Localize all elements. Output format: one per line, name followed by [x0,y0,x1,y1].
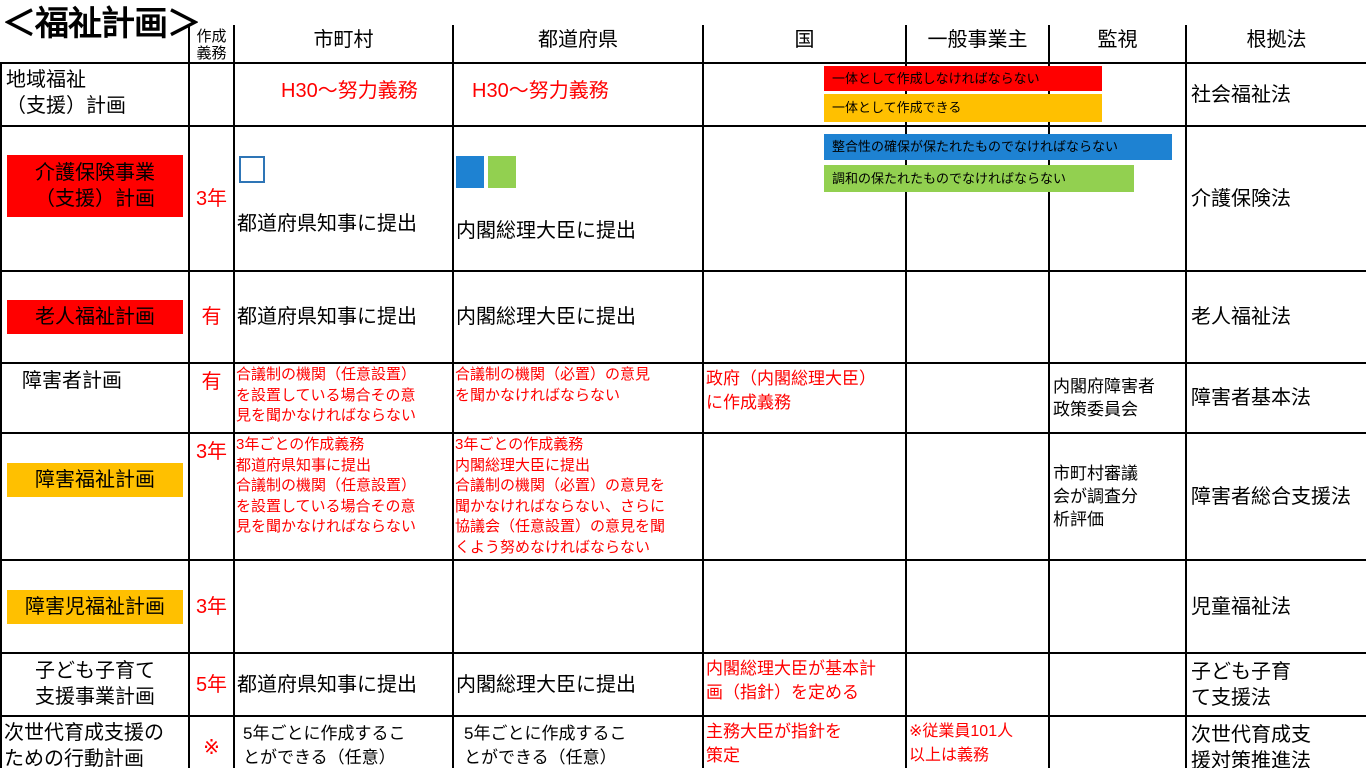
row-kodomo-kosodate: 子ども子育て 支援事業計画 5年 都道府県知事に提出 内閣総理大臣に提出 内閣総… [0,652,1366,717]
nation-cell [702,559,907,654]
row-chiiki-fukushi: 地域福祉 （支援）計画 H30～努力義務 H30～努力義務 社会福祉法 [0,62,1366,127]
law-cell: 子ども子育 て支援法 [1185,652,1366,717]
municipality-cell: H30～努力義務 [233,62,454,127]
municipality-cell: 都道府県知事に提出 [233,125,454,272]
row-label: 障害福祉計画 [0,432,190,561]
law-cell: 障害者基本法 [1185,362,1366,434]
municipality-cell: 合議制の機関（任意設置） を設置している場合その意 見を聞かなければならない [233,362,454,434]
welfare-plan-table: 作成 義務 市町村 都道府県 国 一般事業主 監視 根拠法 地域福祉 （支援）計… [0,25,1366,768]
nation-cell [702,270,907,364]
law-cell: 障害者総合支援法 [1185,432,1366,561]
monitor-cell [1048,270,1187,364]
prefecture-text: 内閣総理大臣に提出 [456,220,636,242]
municipality-cell: 3年ごとの作成義務 都道府県知事に提出 合議制の機関（任意設置） を設置している… [233,432,454,561]
prefecture-cell: 内閣総理大臣に提出 [452,125,704,272]
law-cell: 老人福祉法 [1185,270,1366,364]
law-cell: 社会福祉法 [1185,62,1366,127]
duty-cell: 3年 [188,559,235,654]
municipality-text: 都道府県知事に提出 [237,213,417,235]
header-nation: 国 [702,25,907,64]
orange-highlight-label: 障害児福祉計画 [7,590,183,624]
red-highlight-label: 介護保険事業 （支援）計画 [7,155,183,217]
duty-cell [188,62,235,127]
monitor-cell [1048,652,1187,717]
prefecture-cell: 内閣総理大臣に提出 [452,652,704,717]
header-duty: 作成 義務 [188,25,235,64]
monitor-cell [1048,559,1187,654]
row-label: 障害者計画 [0,362,190,434]
prefecture-cell: H30～努力義務 [452,62,704,127]
prefecture-cell: 5年ごとに作成するこ とができる（任意） [452,715,704,768]
red-highlight-label: 老人福祉計画 [7,300,183,334]
nation-cell: 内閣総理大臣が基本計 画（指針）を定める [702,652,907,717]
white-square-icon [239,156,265,183]
row-label: 子ども子育て 支援事業計画 [0,652,190,717]
duty-cell: 3年 [188,125,235,272]
row-shogaisha-keikaku: 障害者計画 有 合議制の機関（任意設置） を設置している場合その意 見を聞かなけ… [0,362,1366,434]
employer-cell [905,362,1050,434]
row-label: 介護保険事業 （支援）計画 [0,125,190,272]
law-cell: 児童福祉法 [1185,559,1366,654]
monitor-cell: 市町村審議 会が調査分 析評価 [1048,432,1187,561]
row-label: 老人福祉計画 [0,270,190,364]
employer-cell [905,559,1050,654]
prefecture-cell [452,559,704,654]
header-municipality: 市町村 [233,25,454,64]
header-employer: 一般事業主 [905,25,1050,64]
municipality-cell: 5年ごとに作成するこ とができる（任意） [233,715,454,768]
row-rojin-fukushi: 老人福祉計画 有 都道府県知事に提出 内閣総理大臣に提出 老人福祉法 [0,270,1366,364]
row-label: 地域福祉 （支援）計画 [0,62,190,127]
blue-square-icon [456,156,484,188]
orange-highlight-label: 障害福祉計画 [7,463,183,497]
employer-cell: ※従業員101人 以上は義務 [905,715,1050,768]
square-row [456,153,700,192]
municipality-cell: 都道府県知事に提出 [233,652,454,717]
header-prefecture: 都道府県 [452,25,704,64]
legend-bar-green: 調和の保たれたものでなければならない [824,165,1134,192]
green-square-icon [488,156,516,188]
header-row: 作成 義務 市町村 都道府県 国 一般事業主 監視 根拠法 [1,25,1366,64]
row-shogai-fukushi: 障害福祉計画 3年 3年ごとの作成義務 都道府県知事に提出 合議制の機関（任意設… [0,432,1366,561]
row-shogaiji-fukushi: 障害児福祉計画 3年 児童福祉法 [0,559,1366,654]
prefecture-cell: 内閣総理大臣に提出 [452,270,704,364]
legend-bar-blue: 整合性の確保が保たれたものでなければならない [824,134,1172,160]
legend-bar-orange: 一体として作成できる [824,94,1102,122]
header-corner [1,25,190,64]
duty-cell: 5年 [188,652,235,717]
prefecture-cell: 3年ごとの作成義務 内閣総理大臣に提出 合議制の機関（必置）の意見を 聞かなけれ… [452,432,704,561]
nation-cell: 主務大臣が指針を 策定 [702,715,907,768]
employer-cell [905,270,1050,364]
legend-bar-red: 一体として作成しなければならない [824,66,1102,91]
nation-cell: 政府（内閣総理大臣） に作成義務 [702,362,907,434]
municipality-cell: 都道府県知事に提出 [233,270,454,364]
law-cell: 次世代育成支 援対策推進法 [1185,715,1366,768]
monitor-cell [1048,715,1187,768]
row-jisedai-ikusei: 次世代育成支援の ための行動計画 ※ 5年ごとに作成するこ とができる（任意） … [0,715,1366,768]
prefecture-cell: 合議制の機関（必置）の意見 を聞かなければならない [452,362,704,434]
employer-cell [905,652,1050,717]
duty-cell: 3年 [188,432,235,561]
employer-cell [905,432,1050,561]
municipality-cell [233,559,454,654]
header-law: 根拠法 [1185,25,1366,64]
monitor-cell: 内閣府障害者 政策委員会 [1048,362,1187,434]
header-monitor: 監視 [1048,25,1187,64]
duty-cell: 有 [188,270,235,364]
law-cell: 介護保険法 [1185,125,1366,272]
row-label: 次世代育成支援の ための行動計画 [0,715,190,768]
duty-cell: ※ [188,715,235,768]
duty-cell: 有 [188,362,235,434]
row-label: 障害児福祉計画 [0,559,190,654]
nation-cell [702,432,907,561]
